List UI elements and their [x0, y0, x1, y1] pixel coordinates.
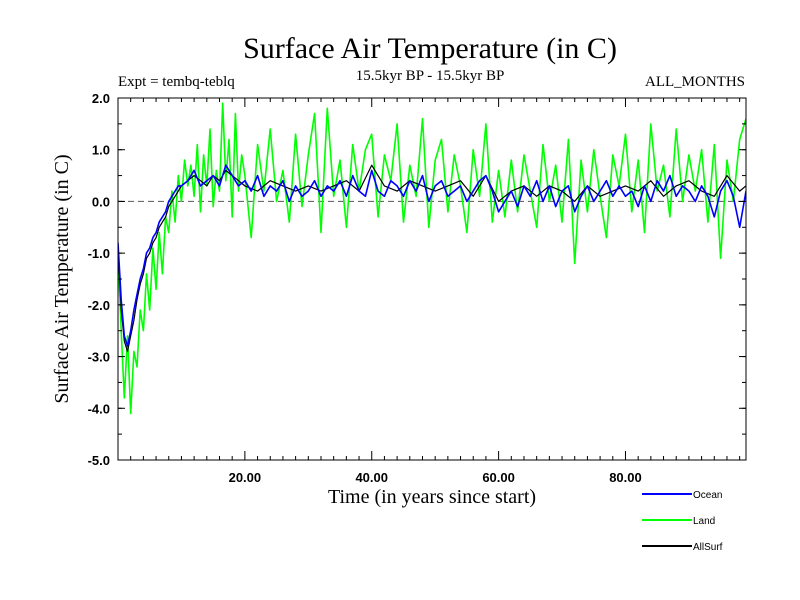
y-tick-label: -1.0: [88, 246, 110, 261]
x-tick-label: 60.00: [482, 470, 515, 485]
y-tick-label: -5.0: [88, 453, 110, 468]
legend-label-land: Land: [693, 516, 715, 527]
x-tick-label: 20.00: [229, 470, 262, 485]
series-line-ocean: [118, 164, 746, 348]
series-line-land: [118, 102, 746, 415]
x-tick-label: 80.00: [609, 470, 642, 485]
months-label: ALL_MONTHS: [645, 74, 745, 90]
axes: -5.0 -4.0 -3.0 -2.0 -1.0 0.0 1.0 2.0 20.00 40.00 6…: [88, 91, 746, 485]
y-tick-label: 1.0: [92, 143, 110, 158]
x-axis-label: Time (in years since start): [328, 486, 536, 508]
y-tick-label: -3.0: [88, 350, 110, 365]
plot-area: [118, 102, 746, 415]
legend: Ocean Land AllSurf: [642, 490, 723, 553]
plot-frame: [117, 97, 747, 461]
y-tick-label: -4.0: [88, 401, 110, 416]
period-label: 15.5kyr BP - 15.5kyr BP: [356, 68, 505, 84]
y-axis-label: Surface Air Temperature (in C): [51, 154, 73, 403]
legend-label-allsurf: AllSurf: [693, 542, 723, 553]
chart-title: Surface Air Temperature (in C): [243, 32, 617, 65]
legend-label-ocean: Ocean: [693, 490, 722, 501]
x-tick-label: 40.00: [355, 470, 388, 485]
series-line-allsurf: [118, 164, 746, 352]
expt-label: Expt = tembq-teblq: [118, 74, 235, 90]
y-tick-label: 2.0: [92, 91, 110, 106]
y-tick-label: -2.0: [88, 298, 110, 313]
y-tick-label: 0.0: [92, 194, 110, 209]
